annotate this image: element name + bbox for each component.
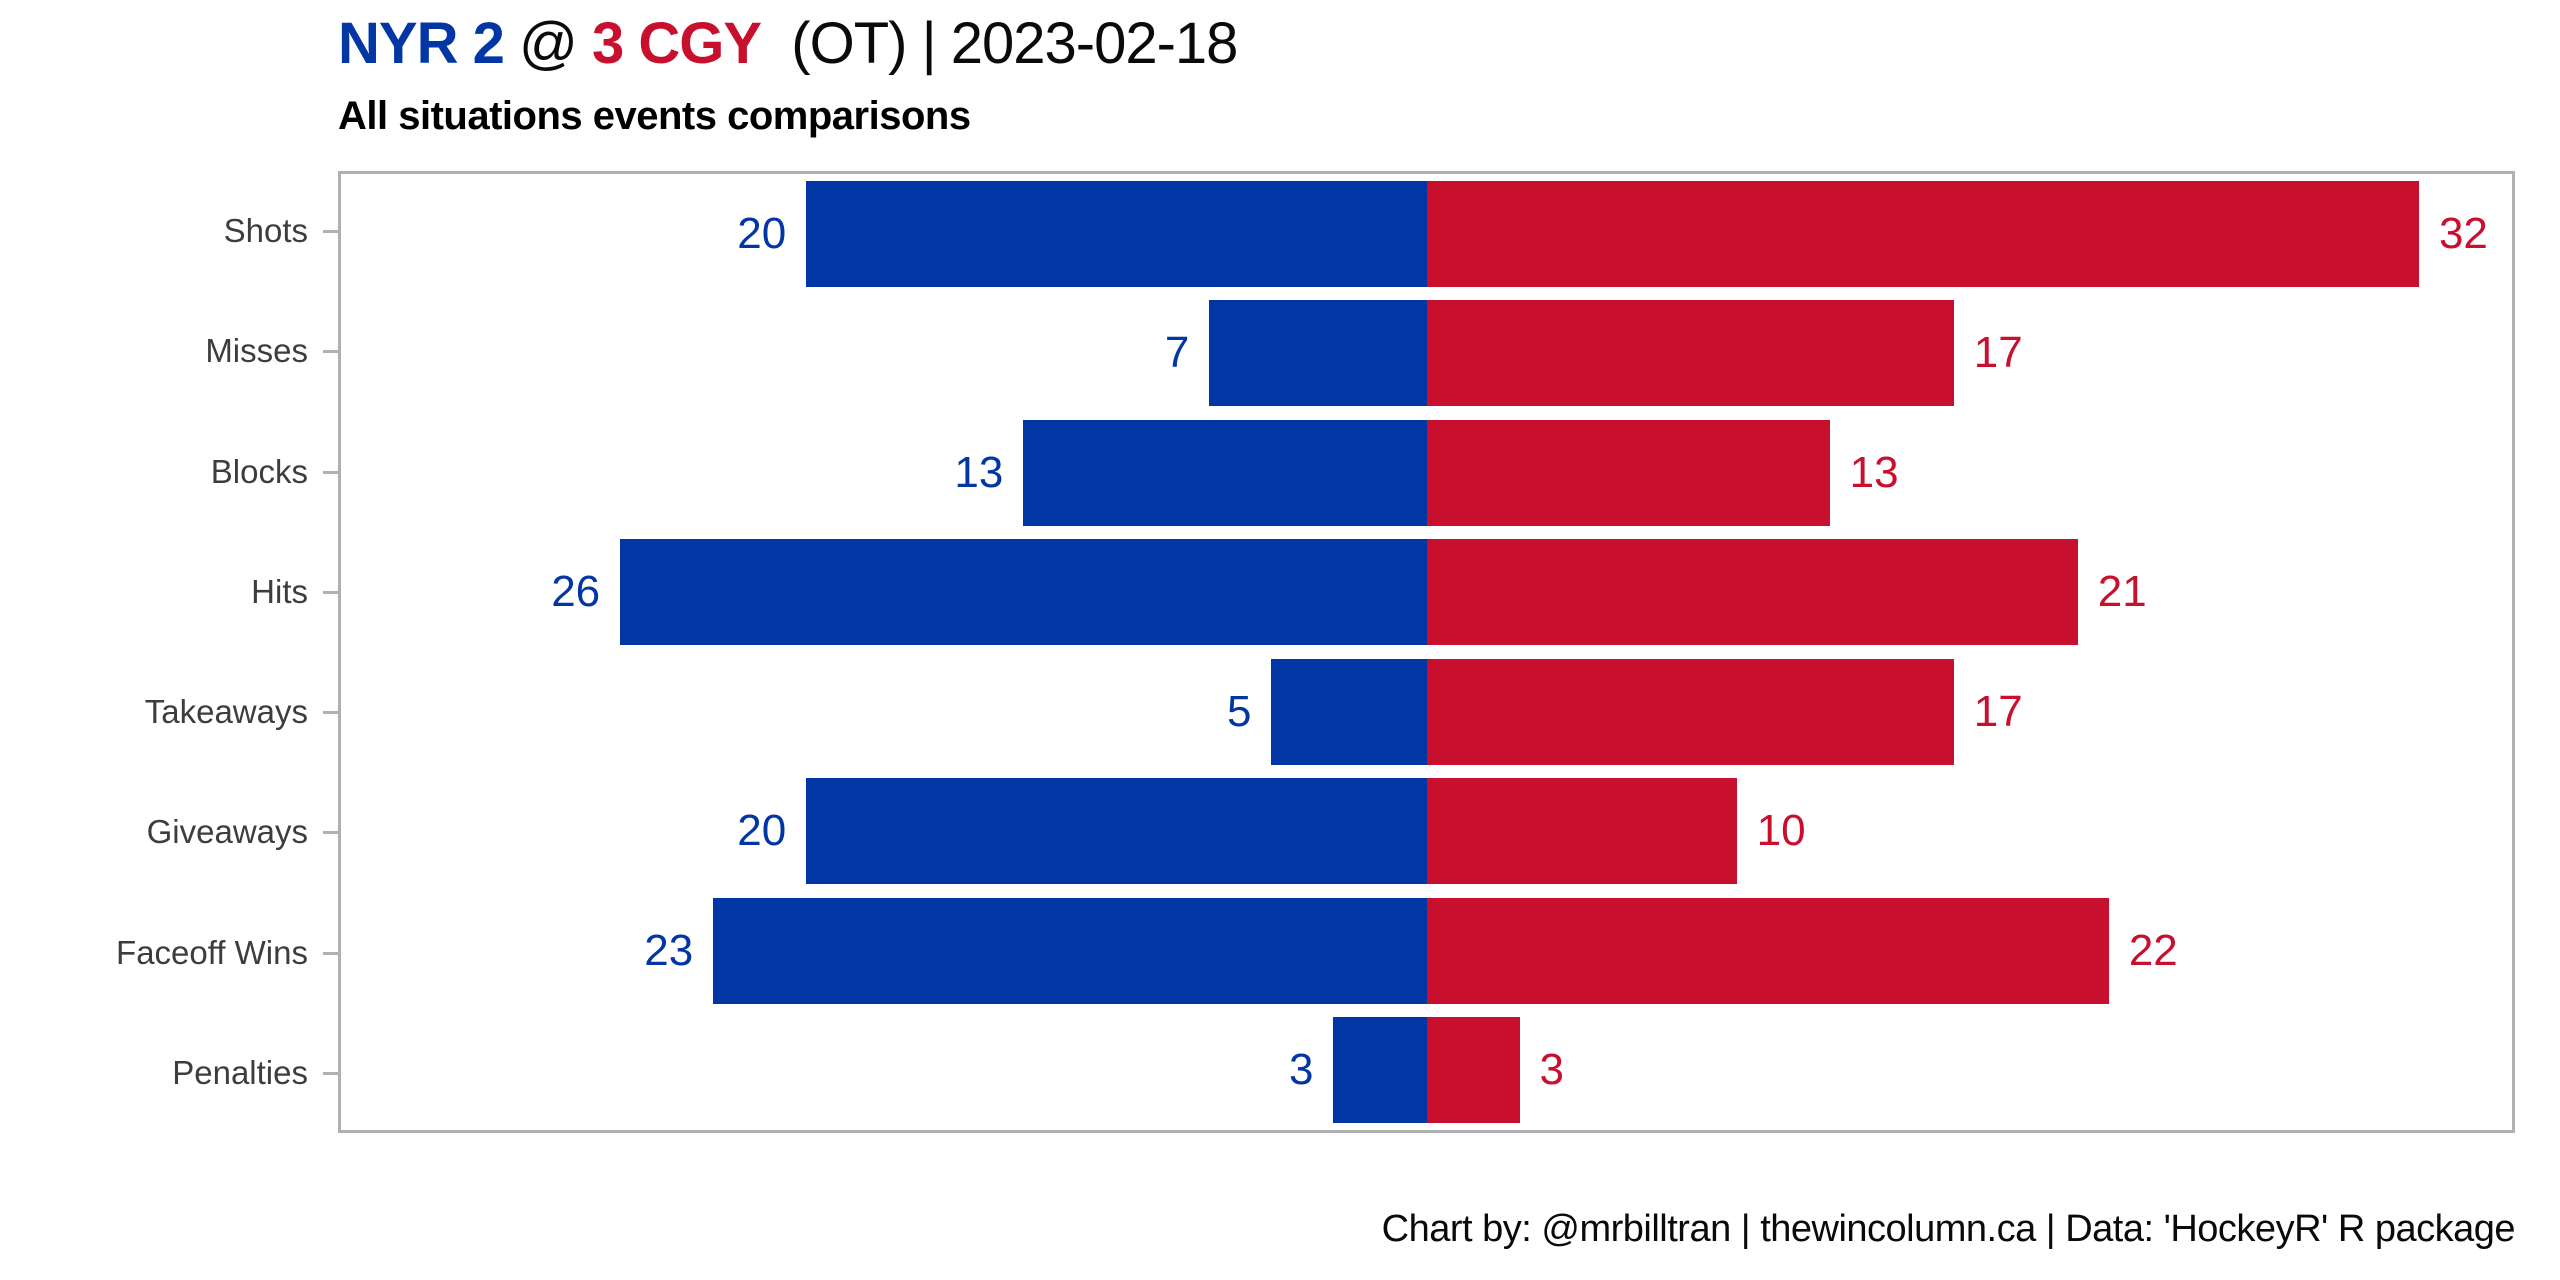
right-half: 10 <box>1426 772 2513 892</box>
home-bar <box>1426 539 2078 646</box>
away-bar <box>806 180 1427 287</box>
category-label: Hits <box>251 572 308 610</box>
title-suffix: (OT) | 2023-02-18 <box>791 11 1238 76</box>
away-value-label: 23 <box>644 925 694 975</box>
bar-row: 20 32 <box>341 174 2512 294</box>
axis-tick <box>323 951 338 955</box>
away-value-label: 5 <box>1226 686 1252 736</box>
away-value-label: 20 <box>737 208 787 258</box>
home-bar <box>1426 300 1954 407</box>
left-half: 7 <box>341 294 1427 414</box>
y-axis-label-row: Penalties <box>0 1013 338 1133</box>
away-value-label: 13 <box>954 447 1004 497</box>
left-half: 20 <box>341 174 1427 294</box>
home-bar <box>1426 658 1954 765</box>
left-half: 20 <box>341 772 1427 892</box>
axis-tick <box>323 470 338 474</box>
bar-row: 26 21 <box>341 533 2512 653</box>
home-value-label: 3 <box>1539 1045 1565 1095</box>
home-bar <box>1426 1017 1520 1124</box>
axis-tick <box>323 1071 338 1075</box>
right-half: 13 <box>1426 413 2513 533</box>
axis-tick <box>323 350 338 354</box>
away-bar <box>620 539 1427 646</box>
category-label: Takeaways <box>144 693 308 731</box>
home-value-label: 21 <box>2097 567 2147 617</box>
category-label: Faceoff Wins <box>116 933 308 971</box>
category-label: Giveaways <box>146 813 308 851</box>
home-score-team: 3 CGY <box>591 11 762 76</box>
away-value-label: 7 <box>1164 328 1190 378</box>
chart-subtitle: All situations events comparisons <box>338 94 971 138</box>
left-half: 26 <box>341 533 1427 653</box>
right-half: 17 <box>1426 294 2513 414</box>
away-bar <box>1023 419 1427 526</box>
y-axis-labels: Shots Misses Blocks Hits Takeaways Giveaways F… <box>0 171 338 1133</box>
y-axis-label-row: Giveaways <box>0 772 338 892</box>
y-axis-label-row: Faceoff Wins <box>0 893 338 1013</box>
home-value-label: 32 <box>2438 208 2488 258</box>
away-bar <box>1209 300 1427 407</box>
right-half: 3 <box>1426 1011 2513 1131</box>
left-half: 13 <box>341 413 1427 533</box>
y-axis-label-row: Shots <box>0 171 338 291</box>
plot-area: 20 32 7 17 13 13 26 21 5 17 20 10 23 22 3 3 <box>338 171 2515 1133</box>
away-bar <box>806 778 1427 885</box>
bar-row: 23 22 <box>341 891 2512 1011</box>
right-half: 21 <box>1426 533 2513 653</box>
away-bar <box>1333 1017 1427 1124</box>
home-bar <box>1426 778 1737 885</box>
axis-tick <box>323 711 338 715</box>
away-bar <box>1271 658 1427 765</box>
axis-tick <box>323 230 338 234</box>
right-half: 32 <box>1426 174 2513 294</box>
category-label: Shots <box>223 212 308 250</box>
home-value-label: 22 <box>2128 925 2178 975</box>
y-axis-label-row: Misses <box>0 291 338 411</box>
away-value-label: 3 <box>1288 1045 1314 1095</box>
y-axis-label-row: Blocks <box>0 412 338 532</box>
home-value-label: 10 <box>1756 806 1806 856</box>
left-half: 23 <box>341 891 1427 1011</box>
at-symbol: @ <box>518 11 578 76</box>
home-bar <box>1426 419 1830 526</box>
left-half: 3 <box>341 1011 1427 1131</box>
home-value-label: 17 <box>1973 328 2023 378</box>
away-value-label: 26 <box>551 567 601 617</box>
chart-title: NYR 2 @ 3 CGY (OT) | 2023-02-18 <box>338 10 1238 77</box>
category-label: Blocks <box>210 452 308 490</box>
home-value-label: 13 <box>1849 447 1899 497</box>
home-bar <box>1426 897 2109 1004</box>
bar-row: 7 17 <box>341 294 2512 414</box>
category-label: Misses <box>205 332 308 370</box>
away-bar <box>713 897 1427 1004</box>
y-axis-label-row: Hits <box>0 532 338 652</box>
away-team-score: NYR 2 <box>338 11 505 76</box>
chart-caption: Chart by: @mrbilltran | thewincolumn.ca … <box>1381 1208 2516 1250</box>
away-value-label: 20 <box>737 806 787 856</box>
left-half: 5 <box>341 652 1427 772</box>
category-label: Penalties <box>172 1053 308 1091</box>
bar-row: 20 10 <box>341 772 2512 892</box>
y-axis-label-row: Takeaways <box>0 652 338 772</box>
bar-row: 13 13 <box>341 413 2512 533</box>
axis-tick <box>323 590 338 594</box>
home-value-label: 17 <box>1973 686 2023 736</box>
bar-row: 5 17 <box>341 652 2512 772</box>
right-half: 17 <box>1426 652 2513 772</box>
right-half: 22 <box>1426 891 2513 1011</box>
axis-tick <box>323 831 338 835</box>
home-bar <box>1426 180 2419 287</box>
